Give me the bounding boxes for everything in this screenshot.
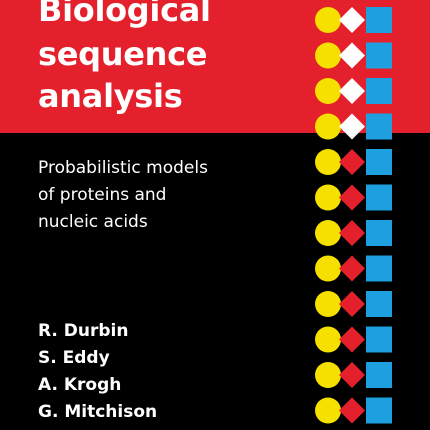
square-icon: [366, 113, 392, 140]
author-2: S. Eddy: [38, 348, 110, 368]
motif-row: [315, 326, 392, 353]
circle-icon: [315, 7, 341, 33]
circle-icon: [315, 113, 341, 140]
square-icon: [366, 362, 392, 388]
square-icon: [366, 255, 392, 282]
square-icon: [366, 42, 392, 69]
diamond-icon: [339, 397, 365, 424]
circle-icon: [315, 326, 341, 353]
subtitle-line-1: Probabilistic models: [38, 158, 208, 178]
diamond-icon: [339, 78, 365, 104]
square-icon: [366, 184, 392, 211]
diamond-icon: [339, 291, 365, 317]
motif-row: [315, 291, 392, 317]
motif-row: [315, 149, 392, 175]
motif-row: [315, 42, 392, 69]
motif-row: [315, 7, 392, 33]
diamond-icon: [339, 149, 365, 175]
square-icon: [366, 149, 392, 175]
diamond-icon: [339, 42, 365, 69]
diamond-icon: [339, 326, 365, 353]
title-line-2: sequence: [38, 35, 208, 73]
motif-row: [315, 362, 392, 388]
motif-row: [315, 184, 392, 211]
subtitle-line-2: of proteins and: [38, 185, 167, 205]
circle-icon: [315, 255, 341, 282]
square-icon: [366, 397, 392, 424]
author-4: G. Mitchison: [38, 402, 158, 422]
circle-icon: [315, 78, 341, 104]
subtitle-line-3: nucleic acids: [38, 212, 148, 232]
diamond-icon: [339, 220, 365, 246]
square-icon: [366, 7, 392, 33]
title-line-1: Biological: [38, 0, 211, 29]
circle-icon: [315, 42, 341, 69]
circle-icon: [315, 220, 341, 246]
diamond-icon: [339, 7, 365, 33]
circle-icon: [315, 362, 341, 388]
diamond-icon: [339, 113, 365, 140]
author-3: A. Krogh: [38, 375, 122, 395]
circle-icon: [315, 397, 341, 424]
motif-row: [315, 78, 392, 104]
circle-icon: [315, 291, 341, 317]
title-line-3: analysis: [38, 77, 183, 115]
motif-row: [315, 255, 392, 282]
diamond-icon: [339, 184, 365, 211]
square-icon: [366, 220, 392, 246]
square-icon: [366, 78, 392, 104]
motif-row: [315, 397, 392, 424]
motif-row: [315, 113, 392, 140]
diamond-icon: [339, 362, 365, 388]
author-1: R. Durbin: [38, 321, 129, 341]
circle-icon: [315, 184, 341, 211]
diamond-icon: [339, 255, 365, 282]
square-icon: [366, 326, 392, 353]
square-icon: [366, 291, 392, 317]
motif-row: [315, 220, 392, 246]
circle-icon: [315, 149, 341, 175]
